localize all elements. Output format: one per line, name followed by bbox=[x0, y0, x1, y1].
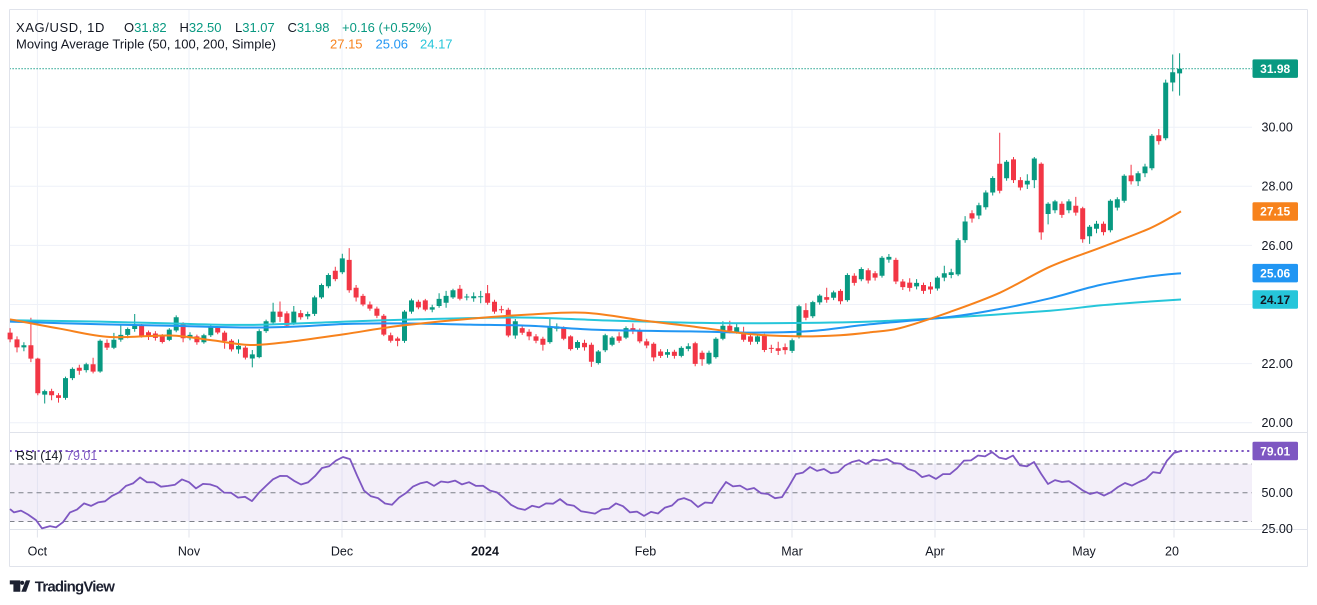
svg-text:30.00: 30.00 bbox=[1262, 121, 1293, 135]
svg-text:L31.07: L31.07 bbox=[235, 20, 275, 35]
svg-text:25.06: 25.06 bbox=[1260, 267, 1290, 281]
svg-text:26.00: 26.00 bbox=[1262, 239, 1293, 253]
svg-text:50.00: 50.00 bbox=[1262, 486, 1293, 500]
svg-text:22.00: 22.00 bbox=[1262, 357, 1293, 371]
svg-text:27.15: 27.15 bbox=[1260, 205, 1290, 219]
svg-text:24.17: 24.17 bbox=[420, 37, 453, 52]
svg-text:XAG/USD, 1D: XAG/USD, 1D bbox=[16, 20, 105, 35]
svg-text:+0.16 (+0.52%): +0.16 (+0.52%) bbox=[342, 20, 432, 35]
svg-text:Moving Average Triple (50, 100: Moving Average Triple (50, 100, 200, Sim… bbox=[16, 37, 276, 52]
svg-text:28.00: 28.00 bbox=[1262, 180, 1293, 194]
svg-text:2024: 2024 bbox=[471, 545, 499, 559]
svg-text:May: May bbox=[1072, 545, 1096, 559]
svg-text:C31.98: C31.98 bbox=[288, 20, 330, 35]
svg-text:24.17: 24.17 bbox=[1260, 293, 1290, 307]
svg-text:79.01: 79.01 bbox=[1260, 444, 1290, 458]
svg-text:20: 20 bbox=[1165, 545, 1179, 559]
svg-text:RSI (14) 79.01: RSI (14) 79.01 bbox=[16, 449, 97, 463]
svg-text:27.15: 27.15 bbox=[330, 37, 363, 52]
svg-text:Mar: Mar bbox=[781, 545, 803, 559]
svg-text:25.06: 25.06 bbox=[376, 37, 409, 52]
svg-text:20.00: 20.00 bbox=[1262, 416, 1293, 430]
svg-text:TradingView: TradingView bbox=[35, 578, 115, 595]
svg-text:Nov: Nov bbox=[178, 545, 201, 559]
svg-text:H32.50: H32.50 bbox=[180, 20, 222, 35]
svg-text:25.00: 25.00 bbox=[1262, 522, 1293, 536]
svg-text:O31.82: O31.82 bbox=[124, 20, 167, 35]
svg-text:Dec: Dec bbox=[331, 545, 353, 559]
svg-text:Feb: Feb bbox=[635, 545, 657, 559]
svg-text:Oct: Oct bbox=[28, 545, 48, 559]
svg-text:Apr: Apr bbox=[925, 545, 944, 559]
svg-text:31.98: 31.98 bbox=[1260, 62, 1290, 76]
